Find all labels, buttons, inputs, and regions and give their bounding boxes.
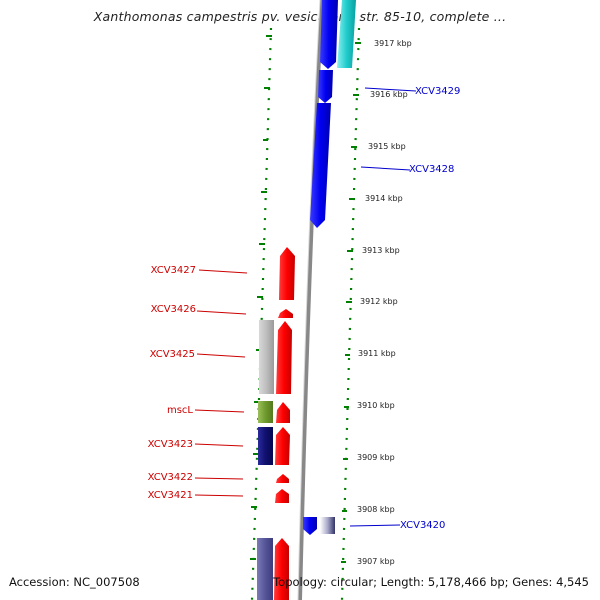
outer-axis-dots (250, 27, 273, 600)
leader-line-xcv3421 (194, 494, 244, 497)
tick-label: 3908 kbp (357, 505, 395, 514)
gene-arrow-forward-xcv3427[interactable] (279, 247, 295, 300)
leader-line-xcv3428 (360, 166, 411, 171)
gene-arrow-reverse-xcv3428[interactable] (310, 103, 331, 228)
genome-title: Xanthomonas campestris pv. vesicatoria s… (93, 9, 507, 24)
gene-block-grey[interactable] (259, 320, 274, 394)
gene-label-xcv3429[interactable]: XCV3429 (415, 86, 460, 97)
gene-arrow-reverse-xcv3429[interactable] (318, 70, 333, 103)
gene-block-olive[interactable] (258, 401, 273, 423)
tick-label: 3917 kbp (374, 39, 412, 48)
gene-arrow-forward-mscl[interactable] (276, 402, 290, 423)
leader-line-xcv3422 (194, 477, 244, 480)
tick-label: 3915 kbp (368, 142, 406, 151)
accession-footer: Accession: NC_007508 (9, 575, 140, 589)
leader-line-xcv3426 (196, 310, 247, 315)
gene-block-slate[interactable] (257, 538, 273, 600)
gene-label-xcv3422[interactable]: XCV3422 (148, 472, 193, 483)
leader-line-xcv3420 (349, 524, 401, 527)
tick-label: 3911 kbp (358, 349, 396, 358)
forward-strand-genes (274, 247, 295, 600)
gene-label-xcv3425[interactable]: XCV3425 (150, 349, 195, 360)
gene-label-xcv3426[interactable]: XCV3426 (151, 304, 196, 315)
gene-label-xcv3420[interactable]: XCV3420 (400, 520, 445, 531)
gene-label-mscl[interactable]: mscL (167, 405, 193, 416)
gene-arrow-forward-xcv3425[interactable] (276, 321, 292, 394)
gene-arrow-cyan[interactable] (337, 0, 356, 68)
outer-axis-dashes (250, 35, 272, 560)
leader-line-xcv3423 (194, 443, 244, 447)
gene-block-navy[interactable] (258, 427, 273, 465)
kbp-tick-labels: 3917 kbp 3916 kbp 3915 kbp 3914 kbp 3913… (357, 39, 412, 566)
gene-arrow-forward-xcv3423[interactable] (275, 427, 290, 465)
tick-label: 3909 kbp (357, 453, 395, 462)
tick-label: 3912 kbp (360, 297, 398, 306)
label-leader-lines (194, 87, 417, 527)
genome-backbone (298, 0, 324, 600)
xcv3420-genes (303, 517, 335, 535)
outer-column-genes (257, 320, 274, 600)
gene-arrow-reverse-xcv3420[interactable] (303, 517, 317, 535)
reverse-strand-genes (310, 0, 356, 228)
gene-arrow-forward-xcv3422[interactable] (276, 474, 289, 483)
leader-line-xcv3429 (364, 87, 417, 92)
gene-label-xcv3428[interactable]: XCV3428 (409, 164, 454, 175)
leader-line-mscl (194, 409, 245, 413)
gene-label-xcv3427[interactable]: XCV3427 (151, 265, 196, 276)
tick-label: 3913 kbp (362, 246, 400, 255)
genome-backbone-highlight (297, 0, 321, 600)
topology-footer: Topology: circular; Length: 5,178,466 bp… (273, 575, 589, 589)
gene-label-xcv3423[interactable]: XCV3423 (148, 439, 193, 450)
gene-arrow-forward-xcv3426[interactable] (278, 309, 293, 318)
gene-block-fade[interactable] (320, 517, 335, 534)
gene-arrow-reverse[interactable] (320, 0, 338, 69)
leader-line-xcv3427 (198, 269, 248, 274)
gene-arrow-forward-bottom[interactable] (274, 538, 289, 600)
gene-label-xcv3421[interactable]: XCV3421 (148, 490, 193, 501)
leader-line-xcv3425 (196, 353, 246, 358)
tick-label: 3907 kbp (357, 557, 395, 566)
gene-arrow-forward-xcv3421[interactable] (275, 489, 289, 503)
tick-label: 3916 kbp (370, 90, 408, 99)
inner-axis-dashes (341, 42, 361, 563)
gene-labels: XCV3429 XCV3428 XCV3427 XCV3426 XCV3425 … (148, 86, 461, 531)
tick-label: 3910 kbp (357, 401, 395, 410)
tick-label: 3914 kbp (365, 194, 403, 203)
inner-axis-dots (340, 27, 361, 600)
